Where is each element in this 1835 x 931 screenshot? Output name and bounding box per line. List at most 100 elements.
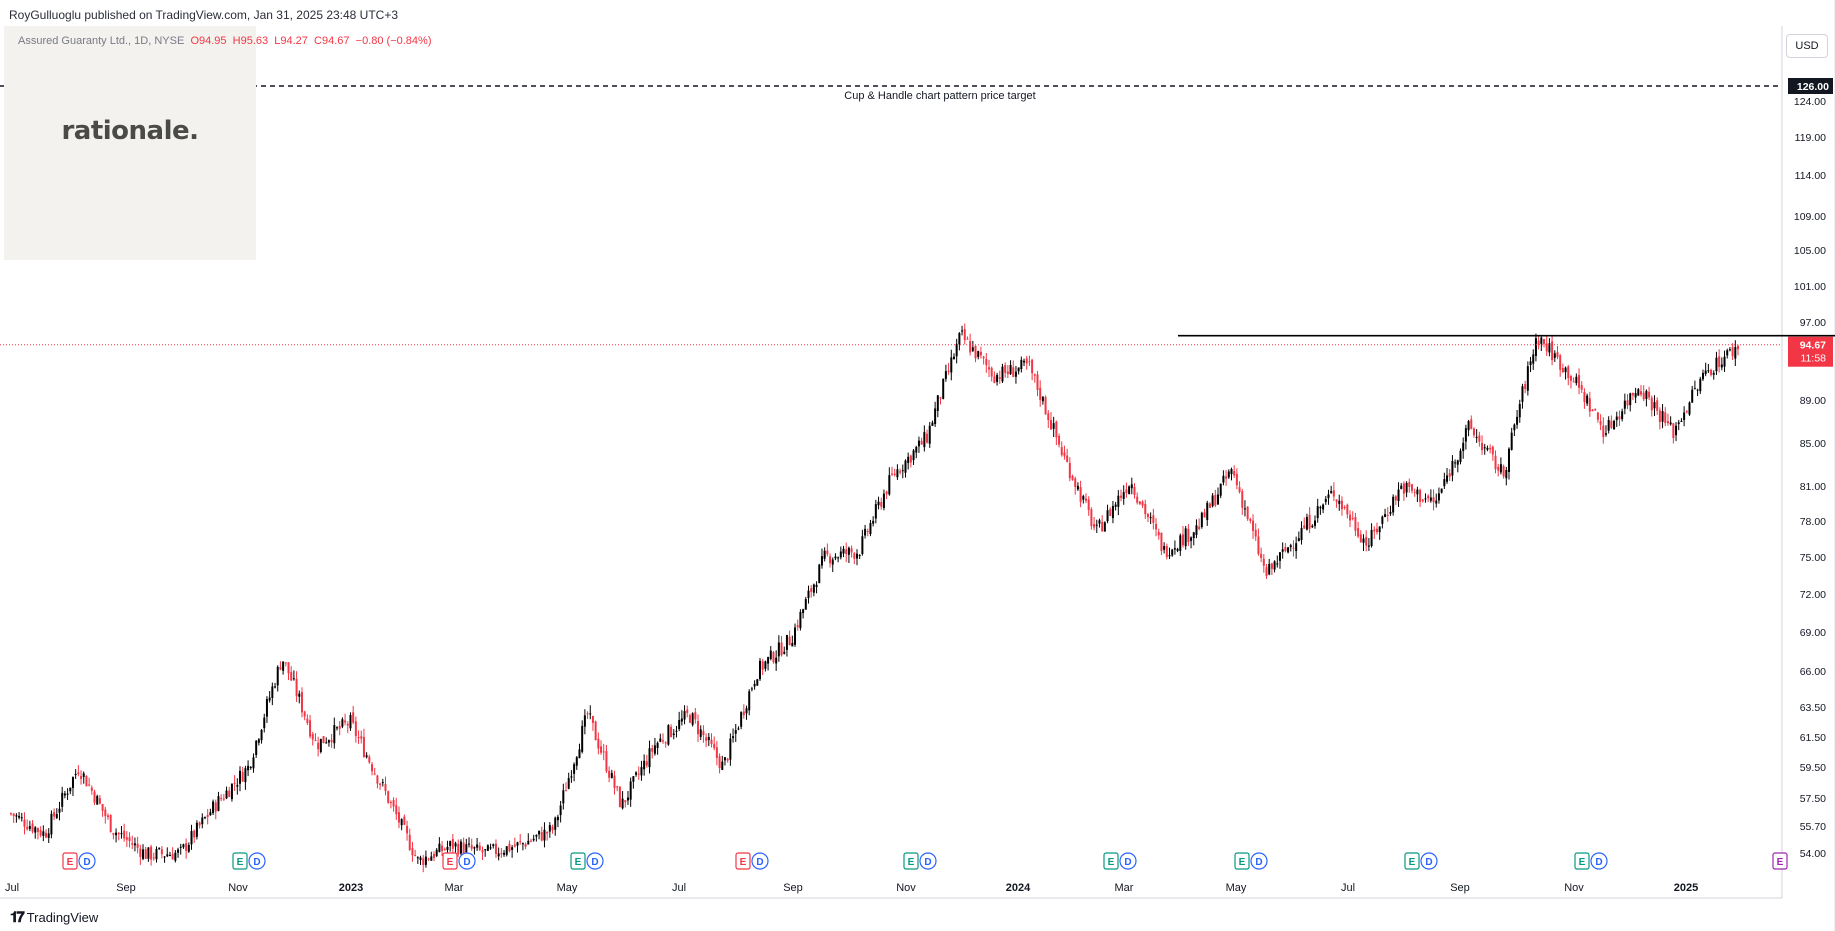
earnings-marker[interactable]: E	[1772, 852, 1788, 870]
dividend-marker[interactable]: D	[919, 852, 937, 870]
earnings-marker[interactable]: E	[62, 852, 78, 870]
candle	[1588, 391, 1591, 417]
earnings-marker[interactable]: E	[232, 852, 248, 870]
dividend-marker[interactable]: D	[1590, 852, 1608, 870]
earnings-marker[interactable]: E	[735, 852, 751, 870]
candle	[1090, 507, 1093, 530]
dividend-marker[interactable]: D	[1420, 852, 1438, 870]
candle	[742, 704, 745, 719]
candle	[1516, 410, 1519, 429]
candle	[1454, 459, 1457, 468]
currency-button[interactable]: USD	[1786, 34, 1828, 58]
candle	[1486, 445, 1489, 452]
earnings-marker[interactable]: E	[903, 852, 919, 870]
price-tick-label: 72.00	[1800, 589, 1826, 601]
candle	[354, 716, 357, 743]
candle	[136, 836, 139, 854]
candle	[257, 738, 260, 746]
dividend-marker[interactable]: D	[1250, 852, 1268, 870]
candle	[1448, 469, 1451, 482]
candle	[1421, 498, 1424, 503]
candle	[1607, 416, 1610, 434]
candle	[1332, 482, 1335, 502]
dividend-marker[interactable]: D	[248, 852, 266, 870]
candle	[195, 820, 198, 840]
candle	[1152, 508, 1155, 530]
candle	[732, 728, 735, 743]
candle	[1365, 530, 1368, 552]
price-axis[interactable]: 124.00 119.00 114.00 109.00 105.00 101.00 97.0…	[1788, 78, 1833, 860]
symbol-legend[interactable]: Assured Guaranty Ltd., 1D, NYSE O94.95 H…	[18, 35, 432, 47]
earnings-marker[interactable]: E	[570, 852, 586, 870]
earnings-marker[interactable]: E	[1404, 852, 1420, 870]
candle	[1338, 494, 1341, 511]
candle	[1712, 370, 1715, 380]
candle	[570, 770, 573, 783]
candle	[1130, 477, 1133, 495]
candle	[637, 766, 640, 780]
time-tick-label: Nov	[896, 882, 916, 894]
candle	[546, 831, 549, 841]
candle	[85, 775, 88, 787]
candle	[1575, 373, 1578, 386]
candle	[222, 794, 225, 801]
candle	[98, 794, 101, 805]
candle	[392, 797, 395, 812]
candle	[263, 713, 266, 733]
candle	[290, 666, 293, 682]
candle	[1640, 385, 1643, 397]
candle	[422, 854, 425, 873]
candle	[217, 791, 220, 812]
candle	[1688, 401, 1691, 416]
candle	[465, 838, 468, 854]
candle	[80, 770, 83, 785]
candle	[1117, 490, 1120, 516]
tradingview-footer[interactable]: 𝟏𝟕 TradingView	[10, 909, 98, 926]
earnings-marker[interactable]: E	[1103, 852, 1119, 870]
dividend-marker[interactable]: D	[751, 852, 769, 870]
earnings-marker[interactable]: E	[1234, 852, 1250, 870]
candle	[734, 723, 737, 742]
candle	[1483, 443, 1486, 455]
candle	[384, 776, 387, 796]
dividend-marker[interactable]: D	[458, 852, 476, 870]
candle	[1343, 505, 1346, 510]
svg-text:D: D	[463, 857, 470, 868]
earnings-marker[interactable]: E	[1574, 852, 1590, 870]
candle	[1098, 518, 1101, 528]
candle	[1656, 397, 1659, 415]
candle	[344, 713, 347, 726]
price-target-annotation[interactable]: Cup & Handle chart pattern price target	[844, 90, 1035, 102]
svg-text:E: E	[740, 857, 747, 868]
candle	[228, 786, 231, 798]
candle	[850, 545, 853, 558]
candle	[1028, 355, 1031, 366]
candle	[179, 843, 182, 855]
dividend-marker[interactable]: D	[78, 852, 96, 870]
candle	[1033, 373, 1036, 383]
earnings-marker[interactable]: E	[442, 852, 458, 870]
price-tick-label: 119.00	[1795, 132, 1826, 144]
candle	[260, 729, 263, 744]
time-axis[interactable]: Jul Sep Nov 2023 Mar May Jul Sep Nov 2024 Mar May Ju…	[5, 882, 1698, 894]
candle	[1567, 364, 1570, 386]
candle	[1389, 505, 1392, 516]
candle	[904, 459, 907, 478]
candle	[139, 844, 142, 866]
candle	[799, 609, 802, 631]
candle	[15, 813, 18, 823]
candle	[322, 736, 325, 744]
candle	[775, 650, 778, 671]
candle	[1125, 482, 1128, 498]
candle	[1594, 408, 1597, 411]
candle	[535, 834, 538, 842]
candle	[1462, 437, 1465, 459]
dividend-marker[interactable]: D	[1119, 852, 1137, 870]
candle	[1367, 538, 1370, 551]
candle	[1569, 374, 1572, 389]
dividend-marker[interactable]: D	[586, 852, 604, 870]
candle	[923, 425, 926, 452]
candle	[39, 826, 42, 838]
